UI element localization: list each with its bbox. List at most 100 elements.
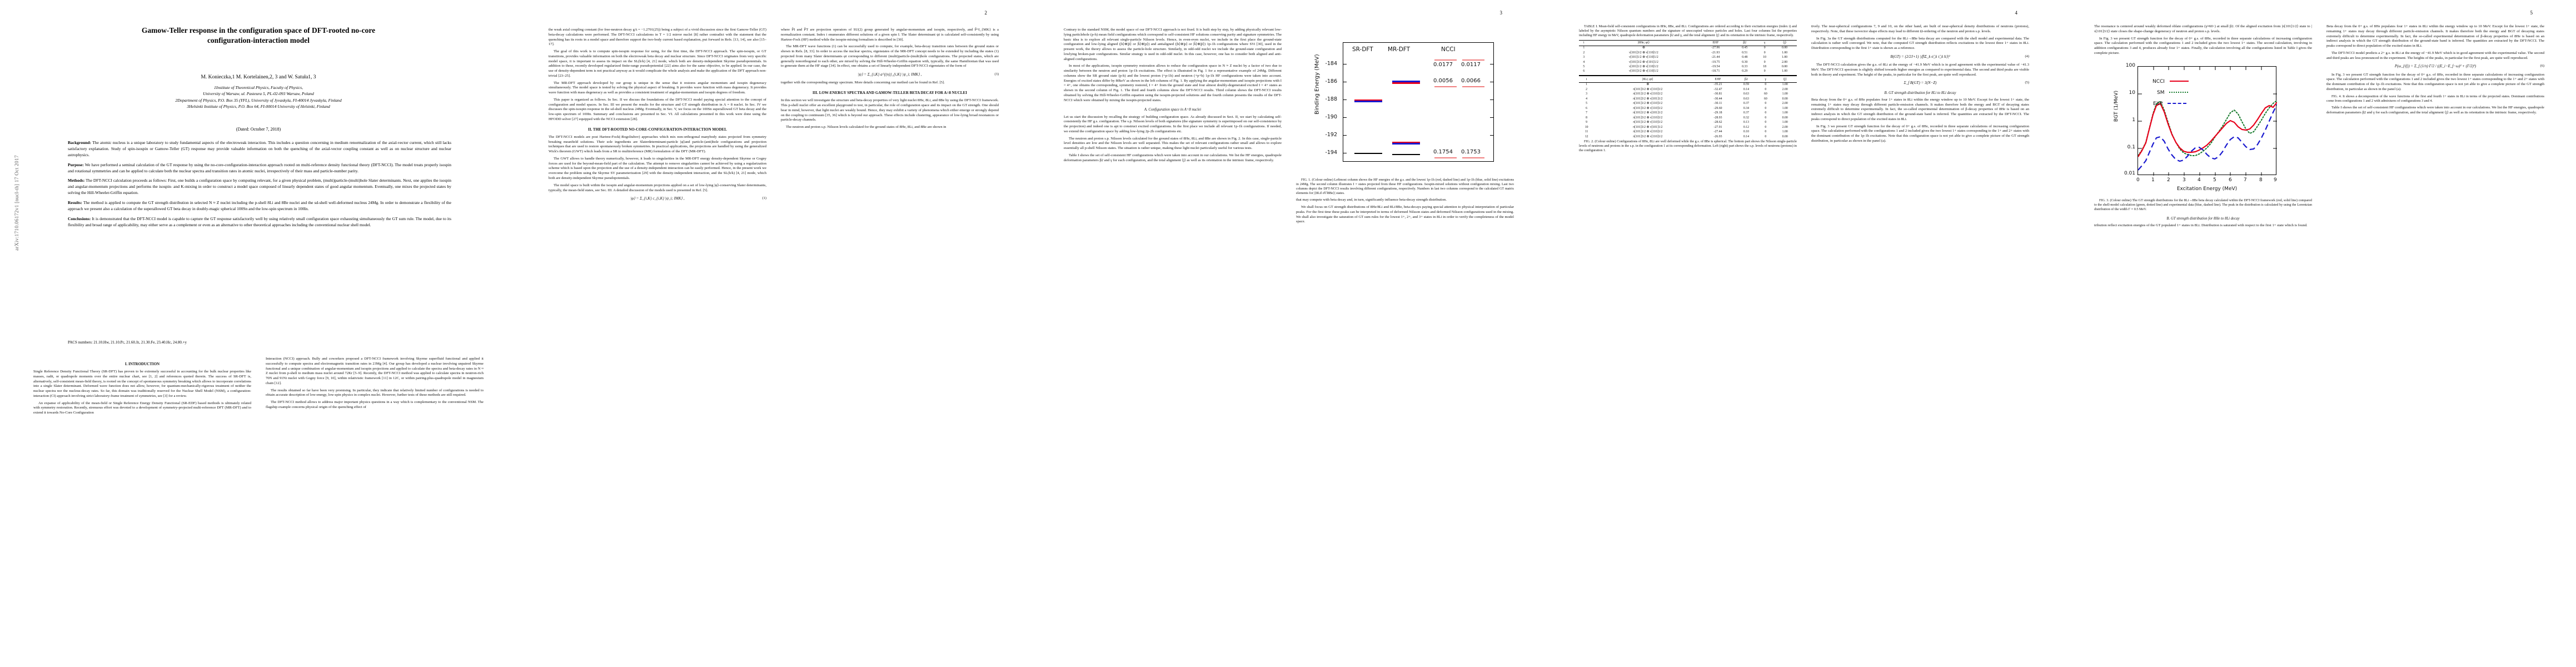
cell: 0.00 [1782, 116, 1788, 120]
page-2: 2 the weak axial coupling constant (for … [515, 0, 1030, 667]
equation-5-number: (5) [2025, 81, 2029, 85]
cell: 0.63 [1743, 97, 1750, 101]
cell: 60 [1763, 92, 1767, 96]
legend-swatch-exp [2168, 103, 2187, 104]
cell: 0 [1765, 135, 1767, 138]
paragraph: An expanse of applicability of the mean-… [33, 401, 251, 415]
cell: -19.75 [1711, 60, 1720, 64]
table-col-config: |8He; φi⟩ [1588, 40, 1699, 46]
cell: ν[101]3/2 ⊗ ν[101]1/2 [1629, 60, 1658, 64]
cell: 0 [1765, 125, 1767, 129]
cell: 0.00 [1782, 135, 1788, 138]
figure-3-gt-strength-plot: BGT (1/MeV) [2105, 58, 2289, 197]
cell: 1 [1586, 83, 1588, 87]
arxiv-stamp: arXiv:1710.06172v1 [nucl-th] 17 Oct 2017 [14, 155, 20, 251]
cell: 0.48 [1742, 56, 1748, 59]
cell: 4 [1586, 97, 1588, 101]
figure-2-caption: FIG. 2. (Colour online) Configurations o… [1579, 139, 1797, 152]
cell: 0.45 [1742, 46, 1748, 50]
table-1b-body: 1 ⊗ -35.21 0.59 0 1.00 2 π[101]3/2 ⊗ ν[110]1/2… [1579, 83, 1797, 140]
cell: 6 [1583, 69, 1585, 73]
abstract-text-conclusions: It is demonstrated that the DFT-NCCI mod… [68, 216, 452, 227]
figure-1-ncci-value: 0.0117 [1461, 62, 1481, 68]
table-1-li8: i |8Li; φi⟩ EHF β2 γ ⟨j⟩ 1 ⊗ -35.21 0.59 0 1.… [1579, 77, 1797, 140]
title-line-1: Gamow-Teller response in the configurati… [141, 26, 376, 34]
paragraph: The MR-DFT approach developed by our gro… [549, 81, 766, 95]
figure-3-legend-label-exp: EXP [2153, 101, 2163, 107]
cell: -29.60 [1713, 106, 1722, 110]
cell: 0.10 [1743, 130, 1750, 134]
table-row: 6 ν[101]3/2 ⊗ ν[110]1/2 -18.71 0.29 0 1.… [1579, 69, 1797, 74]
table-header-row: i |8Li; φi⟩ EHF β2 γ ⟨j⟩ [1579, 77, 1797, 83]
table-row: 7 π[101]1/2 ⊗ ν[101]1/2 -29.18 0.37 0 1.00 [1579, 111, 1797, 116]
cell: 0.32 [1743, 116, 1750, 120]
table-col-i: i [1579, 77, 1595, 83]
abstract-text-purpose: We have performed a seminal calculation … [68, 162, 451, 173]
figure-1-level-blue [1354, 101, 1382, 102]
figure-1-level-black [1392, 154, 1420, 155]
cell: ⊗ [1642, 46, 1645, 50]
cell: 12 [1585, 135, 1588, 138]
paragraph: The MR-DFT wave functions (1) can be suc… [781, 44, 999, 68]
table-col-gamma: γ [1757, 40, 1773, 46]
figure-1-tick [1343, 117, 1347, 118]
cell: 0.13 [1743, 121, 1750, 125]
cell: 2.00 [1782, 87, 1788, 91]
paragraph: The DFT-NCCI model predicts a 2+ g.s. in… [2326, 51, 2544, 60]
figure-3-y-tick-label: 1 [2132, 117, 2135, 123]
figure-1-level-blue [1392, 143, 1420, 145]
figure-3-y-axis-label: BGT (1/MeV) [2114, 90, 2120, 122]
page-1-body: I. INTRODUCTION Single Reference Density… [33, 357, 484, 657]
table-1b-head: i |8Li; φi⟩ EHF β2 γ ⟨j⟩ [1579, 77, 1797, 83]
figure-1-y-tick-label: -194 [1325, 150, 1337, 156]
cell: 10 [1585, 125, 1588, 129]
paragraph: The results obtained so far have been ve… [266, 388, 484, 397]
figure-1-y-tick-label: -192 [1325, 132, 1337, 138]
figure-1-tick [1490, 117, 1493, 118]
paragraph: Let us start the discussion by recalling… [1064, 115, 1282, 133]
figure-1-ncci-bar [1462, 59, 1484, 61]
figure-1-level-red [1392, 142, 1420, 143]
paragraph: The DFT-NCCI calculation gives the g.s. … [1811, 63, 2029, 77]
figure-3-legend-sm: SM [2157, 90, 2189, 97]
figure-1-caption: FIG. 1. (Colour online) Leftmost column … [1296, 178, 1514, 196]
equation-6-body: P(ω_{if}) = Σ_f (1/π) Γ/2 / ((E_i−E_f−ω)… [2394, 64, 2477, 69]
paragraph: We shall focus on GT strength distributi… [1296, 205, 1514, 224]
cell: 0.14 [1743, 135, 1750, 138]
figure-1-ncci-bar [1434, 86, 1457, 87]
paragraph: Beta decay from the 0+ g.s. of 8He popul… [2326, 24, 2544, 48]
cell: -26.93 [1713, 135, 1722, 138]
cell: 2.00 [1782, 125, 1788, 129]
cell: 0.33 [1742, 65, 1748, 68]
equation-1-body: |φ⟩ = Σ_{i,K} c_{i,K} |ψ_i; IMK⟩ , [630, 196, 685, 201]
cell: -29.18 [1713, 111, 1722, 115]
table-col-beta2: β2 [1732, 40, 1757, 46]
abstract-para-methods: Methods: The DFT-NCCI calculation procee… [68, 178, 451, 196]
cell: 0.51 [1742, 51, 1748, 54]
cell: 0 [1763, 69, 1766, 73]
cell: -30.81 [1713, 92, 1722, 96]
table-row: 10 π[101]3/2 ⊗ ν[101]1/2 -27.91 0.12 0 2.00 [1579, 125, 1797, 130]
section-heading-low-energy-spectra: III. LOW-ENERGY SPECTRA AND GAMOW-TELLER… [813, 91, 967, 96]
cell: 0.63 [1743, 92, 1750, 96]
page-title: Gamow-Teller response in the configurati… [39, 26, 478, 46]
cell: π[101]1/2 ⊗ ν[110]1/2 [1633, 121, 1663, 125]
cell: ⊗ [1646, 83, 1650, 87]
equation-4: B(GT) = (2/2J+1) |⟨f‖Σ_k σ̂_k τ̂_k ‖i⟩|²… [1811, 54, 2029, 59]
cell: 5 [1586, 102, 1588, 106]
cell: π[101]3/2 ⊗ ν[101]1/2 [1633, 125, 1663, 129]
page-1: arXiv:1710.06172v1 [nucl-th] 17 Oct 2017… [0, 0, 515, 667]
equation-1: |φ⟩ = Σ_{i,K} c_{i,K} |ψ_i; IMK⟩ , (1) [549, 196, 766, 201]
figure-3-x-axis-label: Excitation Energy (MeV) [2176, 186, 2238, 192]
figure-1-ncci-value: 0.0177 [1433, 62, 1453, 68]
figure-1-tick [1343, 99, 1347, 101]
abstract-label-background: Background: [68, 140, 91, 145]
figure-1-ncci-value: 0.1754 [1433, 149, 1453, 155]
paragraph: The neutron and proton s.p. Nilsson leve… [786, 125, 946, 130]
table-row: 9 π[101]1/2 ⊗ ν[110]1/2 -28.62 0.13 0 1.00 [1579, 121, 1797, 125]
cell: 2.00 [1782, 60, 1788, 64]
table-row: 5 π[101]1/2 ⊗ ν[110]1/2 -30.11 0.37 0 2.00 [1579, 102, 1797, 106]
abstract-para-purpose: Purpose: We have performed a seminal cal… [68, 162, 451, 175]
cell: 0.37 [1743, 111, 1750, 115]
